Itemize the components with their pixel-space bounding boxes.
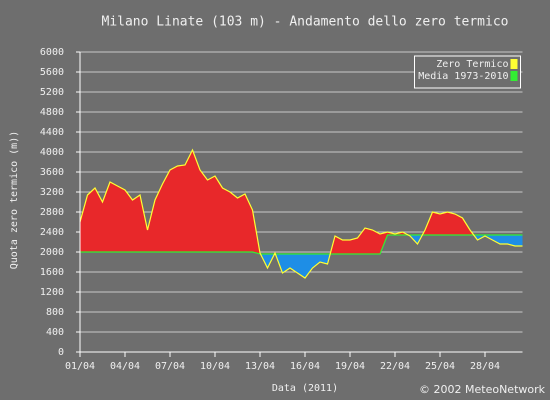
area-fill [222, 188, 230, 252]
area-fill [320, 254, 328, 264]
x-tick-label: 16/04 [290, 361, 320, 372]
x-tick-label: 01/04 [65, 361, 95, 372]
y-tick-label: 4000 [40, 147, 64, 158]
area-fill [170, 166, 178, 252]
y-tick-label: 4800 [40, 107, 64, 118]
area-fill [117, 186, 125, 252]
y-tick-label: 4400 [40, 127, 64, 138]
area-fill [162, 170, 170, 252]
area-fill [155, 184, 163, 252]
x-tick-label: 07/04 [155, 361, 185, 372]
area-fill [125, 190, 133, 252]
area-fill [140, 195, 148, 252]
series-line [80, 234, 523, 255]
y-tick-label: 800 [46, 307, 64, 318]
x-tick-label: 19/04 [335, 361, 365, 372]
area-fill [342, 240, 350, 254]
area-fill [230, 192, 238, 252]
legend-label: Media 1973-2010 [418, 71, 508, 82]
x-tick-label: 28/04 [470, 361, 500, 372]
area-fill [245, 194, 253, 252]
y-tick-label: 6000 [40, 47, 64, 58]
area-fill [110, 182, 118, 252]
chart-title: Milano Linate (103 m) - Andamento dello … [102, 15, 509, 30]
y-tick-label: 2000 [40, 247, 64, 258]
legend-swatch [510, 59, 518, 69]
area-fill [215, 176, 223, 252]
legend-box [414, 55, 521, 89]
y-tick-label: 5600 [40, 67, 64, 78]
area-fill [432, 212, 440, 235]
area-fill [185, 150, 193, 252]
area-fill [200, 170, 208, 252]
area-fill [365, 228, 373, 254]
area-fill [290, 254, 298, 273]
area-fill [95, 188, 103, 252]
x-tick-label: 13/04 [245, 361, 275, 372]
y-axis-label: Quota zero termico (m)) [9, 131, 20, 269]
area-fill [297, 254, 305, 278]
area-fill [147, 200, 155, 252]
area-fill [440, 212, 448, 235]
area-fill [350, 238, 358, 254]
area-fill [305, 254, 313, 278]
x-tick-label: 10/04 [200, 361, 230, 372]
x-axis-label: Data (2011) [272, 383, 338, 394]
x-tick-label: 25/04 [425, 361, 455, 372]
area-fill [132, 195, 140, 252]
y-tick-label: 3600 [40, 167, 64, 178]
y-tick-label: 2400 [40, 227, 64, 238]
area-fill [87, 188, 95, 252]
area-fill [335, 236, 343, 254]
area-fill [312, 254, 320, 268]
area-fill [282, 254, 290, 273]
area-fill [177, 165, 185, 252]
area-fill [372, 230, 380, 254]
area-fill [237, 194, 245, 252]
series-line [79, 148, 523, 279]
y-tick-label: 3200 [40, 187, 64, 198]
area-fill [462, 218, 470, 235]
area-fill [515, 235, 523, 246]
y-tick-label: 5200 [40, 87, 64, 98]
credit: © 2002 MeteoNetwork [419, 383, 546, 396]
x-tick-label: 04/04 [110, 361, 140, 372]
area-fill [455, 214, 463, 235]
area-fill [192, 150, 200, 252]
area-fill [357, 228, 365, 254]
x-tick-label: 22/04 [380, 361, 410, 372]
area-fill [507, 235, 515, 246]
area-fill [492, 235, 500, 244]
y-tick-label: 0 [58, 347, 64, 358]
area-fill [500, 235, 508, 244]
legend-swatch [510, 71, 518, 81]
legend-label: Zero Termico [436, 59, 508, 70]
area-fill [447, 212, 455, 235]
area-fill [207, 176, 215, 252]
y-tick-label: 1600 [40, 267, 64, 278]
area-fill [102, 182, 110, 252]
area-fill [80, 195, 88, 252]
y-tick-label: 400 [46, 327, 64, 338]
y-tick-label: 2800 [40, 207, 64, 218]
y-tick-label: 1200 [40, 287, 64, 298]
